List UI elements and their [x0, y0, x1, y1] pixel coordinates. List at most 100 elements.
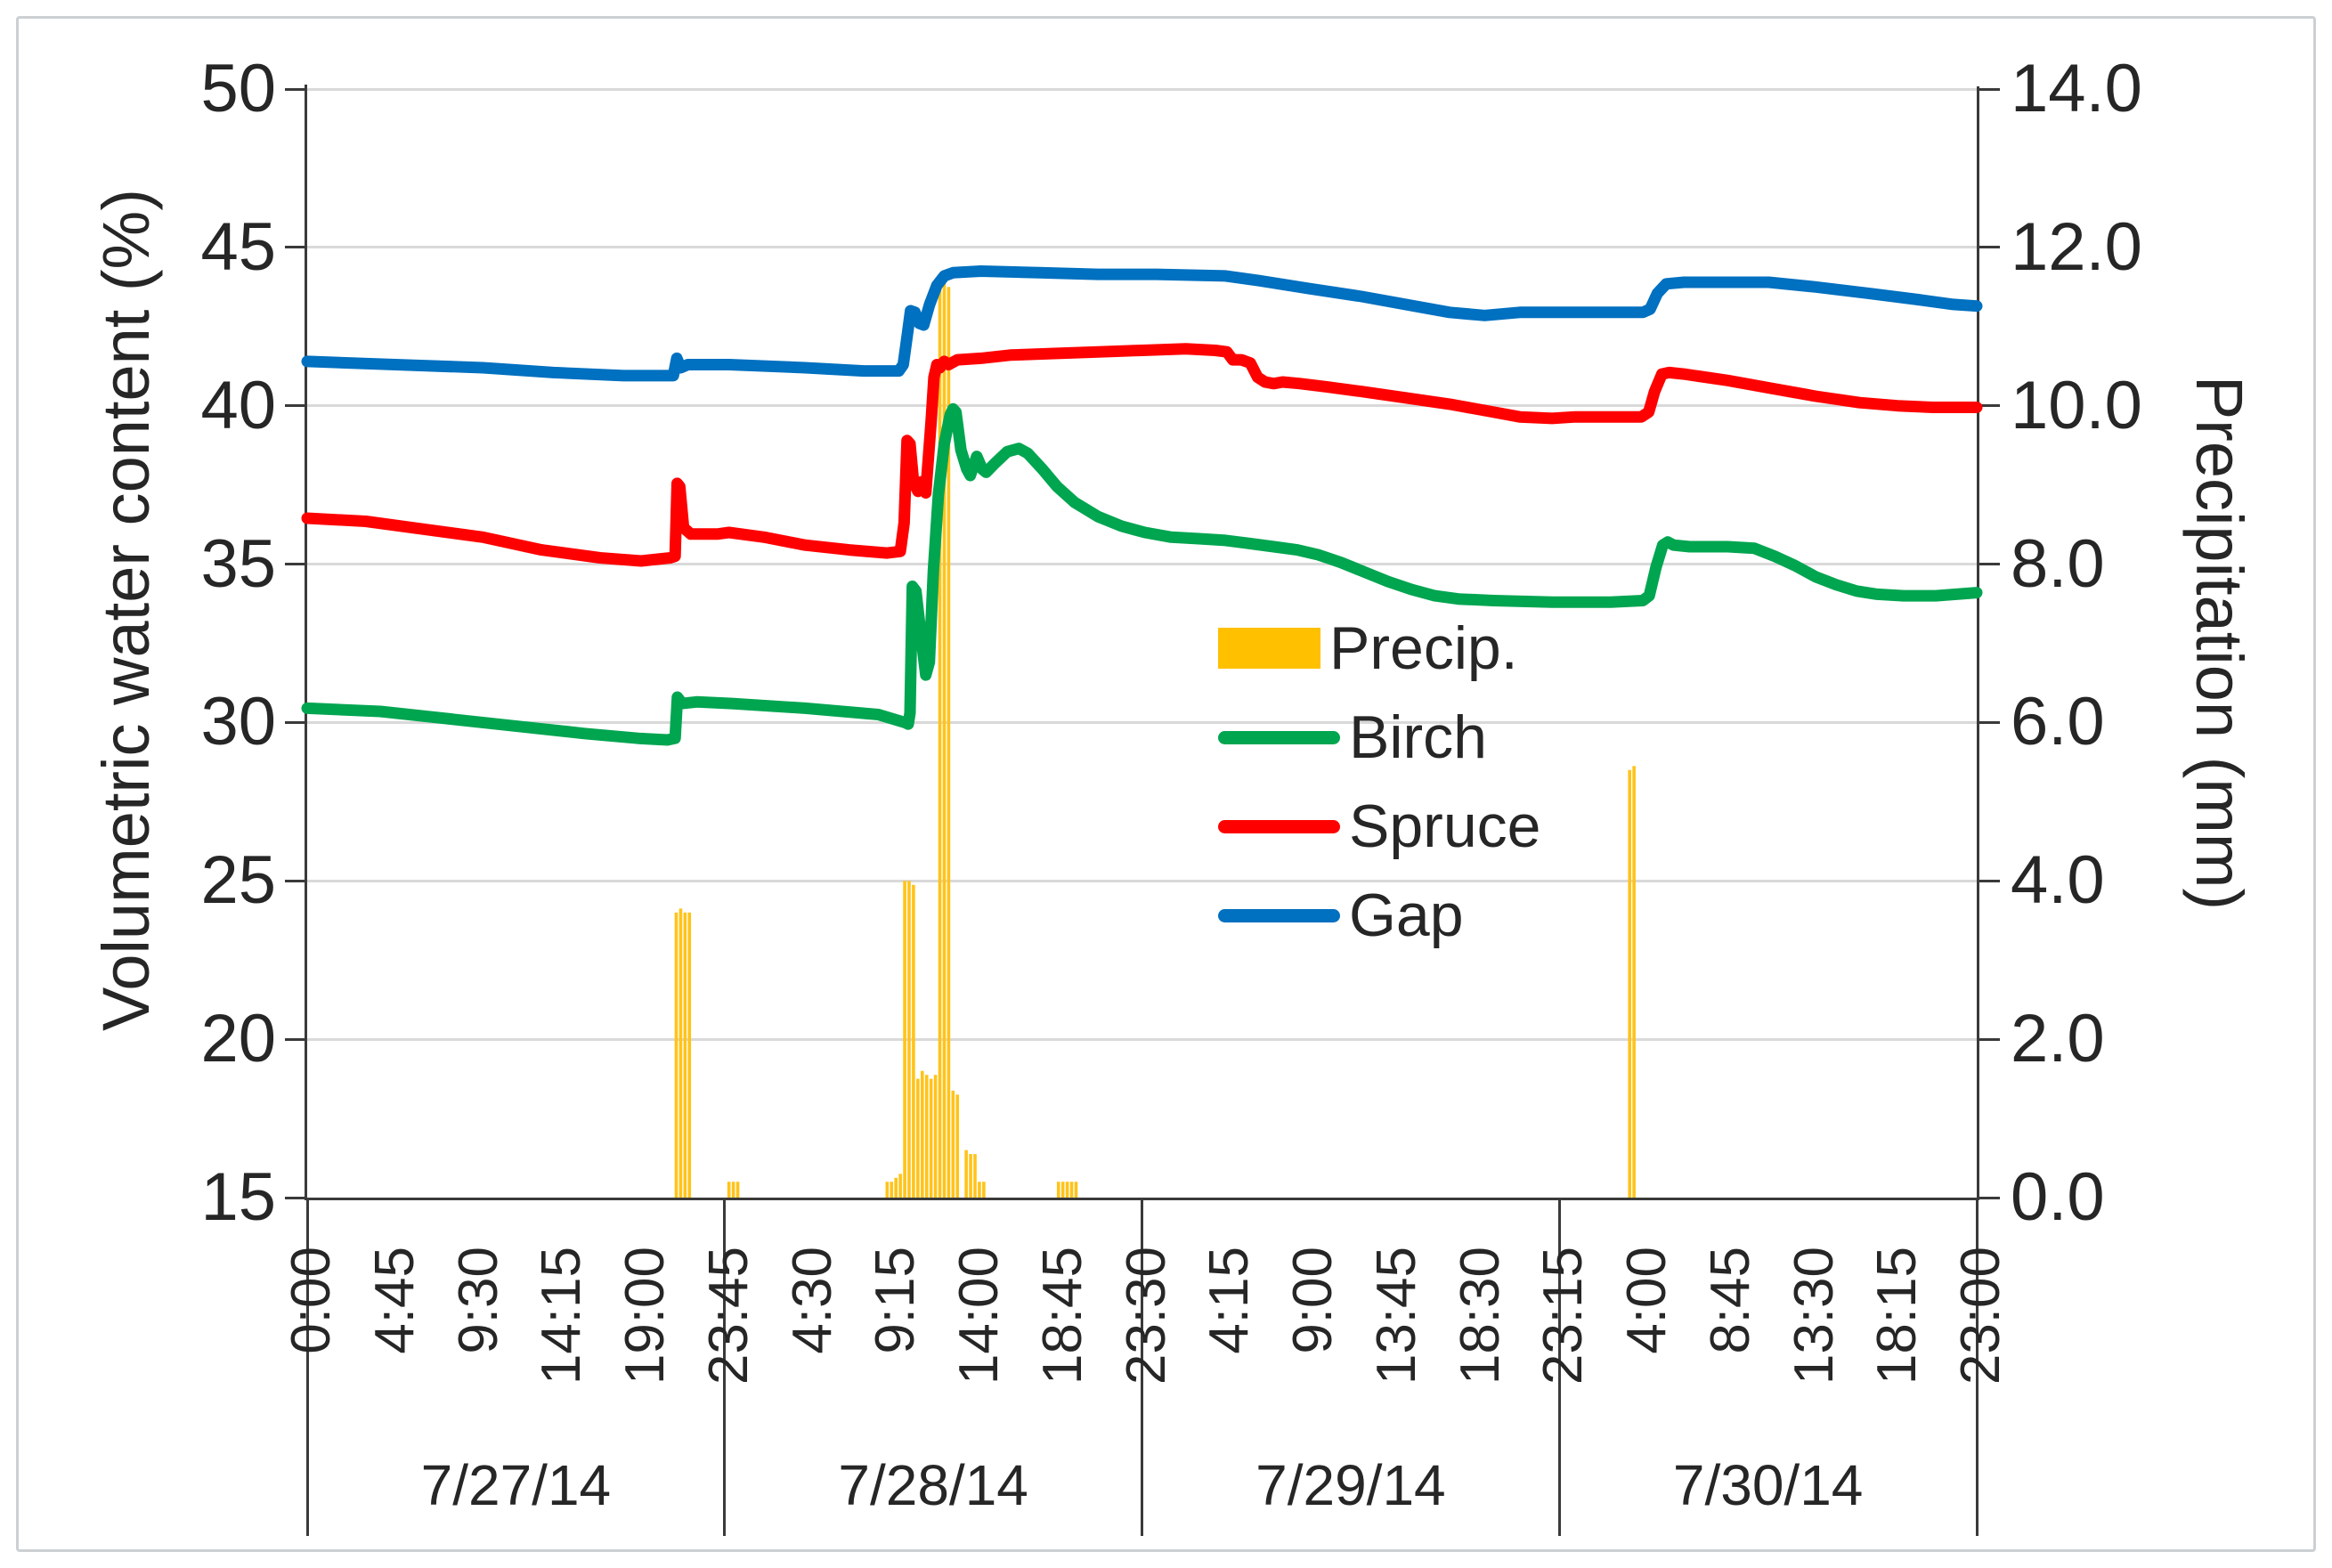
x-tick-label: 4:30	[781, 1247, 843, 1354]
precip-bar	[1628, 769, 1631, 1198]
precip-bar	[890, 1182, 894, 1198]
x-tick-label: 14:00	[948, 1247, 1010, 1385]
legend-label: Gap	[1349, 881, 1464, 949]
precip-bar	[903, 881, 906, 1198]
precip-bar	[978, 1182, 981, 1198]
precip-bar	[894, 1177, 898, 1198]
precip-bar	[964, 1150, 968, 1198]
legend-line-swatch	[1218, 908, 1340, 922]
y-right-tick	[1977, 563, 2000, 566]
y-left-tick	[285, 246, 307, 249]
x-tick-label: 4:45	[363, 1247, 426, 1354]
y-left-tick-label: 25	[200, 842, 276, 919]
gridline	[307, 720, 1977, 724]
precip-bar	[735, 1182, 740, 1198]
precip-bar	[1069, 1182, 1074, 1198]
x-date-label: 7/28/14	[838, 1453, 1028, 1517]
y-right-axis-title: Precipitation (mm)	[2182, 375, 2256, 911]
y-left-tick	[285, 1196, 307, 1199]
y-left-tick	[285, 1037, 307, 1041]
gridline	[307, 246, 1977, 249]
precip-bar	[951, 1090, 955, 1198]
legend-bar-swatch	[1218, 628, 1320, 669]
y-left-tick-label: 35	[200, 525, 276, 602]
y-left-tick	[285, 404, 307, 408]
y-right-tick	[1977, 87, 2000, 91]
x-tick-label: 9:00	[1282, 1247, 1344, 1354]
x-tick-label: 14:15	[531, 1247, 593, 1385]
y-right-tick-label: 2.0	[2011, 1001, 2105, 1077]
gridline	[307, 563, 1977, 566]
precip-bar	[727, 1182, 731, 1198]
precip-bar	[942, 282, 947, 1198]
precip-bar	[1065, 1182, 1069, 1198]
precip-bar	[912, 884, 915, 1198]
precip-bar	[969, 1154, 972, 1198]
y-right-tick-label: 0.0	[2011, 1159, 2105, 1235]
gridline	[307, 404, 1977, 408]
y-left-tick	[285, 87, 307, 91]
x-date-label: 7/29/14	[1255, 1453, 1446, 1517]
x-date-label: 7/27/14	[420, 1453, 612, 1517]
y-right-tick-label: 4.0	[2011, 842, 2105, 919]
precip-bar	[955, 1094, 960, 1198]
y-left-tick	[285, 879, 307, 882]
precip-bar	[1074, 1182, 1078, 1198]
y-right-tick	[1977, 720, 2000, 724]
x-tick-label: 18:15	[1866, 1247, 1929, 1385]
x-tick-label: 9:15	[865, 1247, 927, 1354]
x-tick-label: 18:45	[1031, 1247, 1093, 1385]
y-right-axis-line	[1977, 86, 1979, 1198]
gridline	[307, 879, 1977, 882]
day-separator-line	[723, 1198, 727, 1536]
precip-bar	[898, 1174, 902, 1198]
y-right-tick-label: 6.0	[2011, 684, 2105, 760]
x-tick-label: 4:15	[1199, 1247, 1261, 1354]
y-left-axis-line	[305, 85, 307, 1198]
y-left-tick-label: 40	[200, 367, 276, 443]
x-tick-label: 8:45	[1699, 1247, 1761, 1354]
precip-bar	[1060, 1182, 1065, 1198]
precip-bar	[916, 1078, 920, 1198]
series-line-spruce	[301, 343, 1983, 567]
precip-bar	[674, 912, 678, 1198]
y-right-tick-label: 14.0	[2011, 51, 2142, 126]
precip-bar	[920, 1070, 924, 1198]
y-left-tick-label: 15	[200, 1159, 276, 1235]
legend-line-swatch	[1218, 819, 1340, 833]
day-separator-line	[1557, 1198, 1561, 1536]
y-right-tick	[1977, 246, 2000, 249]
x-tick-label: 13:30	[1783, 1247, 1845, 1385]
legend-item-spruce: Spruce	[1218, 782, 1540, 871]
x-tick-label: 23:15	[1532, 1247, 1595, 1385]
day-separator-line	[1975, 1198, 1979, 1536]
precip-bar	[947, 287, 951, 1198]
legend-line-swatch	[1218, 730, 1340, 744]
y-right-tick	[1977, 1196, 2000, 1199]
precip-bar	[982, 1182, 986, 1198]
gridline	[307, 87, 1977, 91]
y-right-tick-label: 8.0	[2011, 525, 2105, 602]
precip-bar	[731, 1182, 735, 1198]
precip-bar	[683, 912, 687, 1198]
y-left-tick-label: 50	[200, 51, 276, 126]
legend-label: Birch	[1349, 703, 1487, 771]
legend-label: Spruce	[1349, 792, 1541, 860]
legend-item-precip: Precip.	[1218, 604, 1518, 693]
legend-item-birch: Birch	[1218, 693, 1487, 782]
precip-bar	[1632, 766, 1636, 1198]
precip-bar	[907, 881, 911, 1198]
x-tick-label: 13:45	[1365, 1247, 1427, 1385]
x-date-label: 7/30/14	[1672, 1453, 1864, 1517]
y-left-tick-label: 20	[200, 1001, 276, 1077]
y-right-tick	[1977, 404, 2000, 408]
precip-bar	[933, 1075, 938, 1198]
y-left-tick-label: 30	[200, 684, 276, 760]
x-tick-label: 19:00	[614, 1247, 676, 1385]
precip-bar	[885, 1182, 890, 1198]
y-left-tick	[285, 563, 307, 566]
series-line-birch	[301, 402, 1983, 746]
x-tick-label: 9:30	[447, 1247, 509, 1354]
y-left-tick-label: 45	[200, 208, 276, 285]
